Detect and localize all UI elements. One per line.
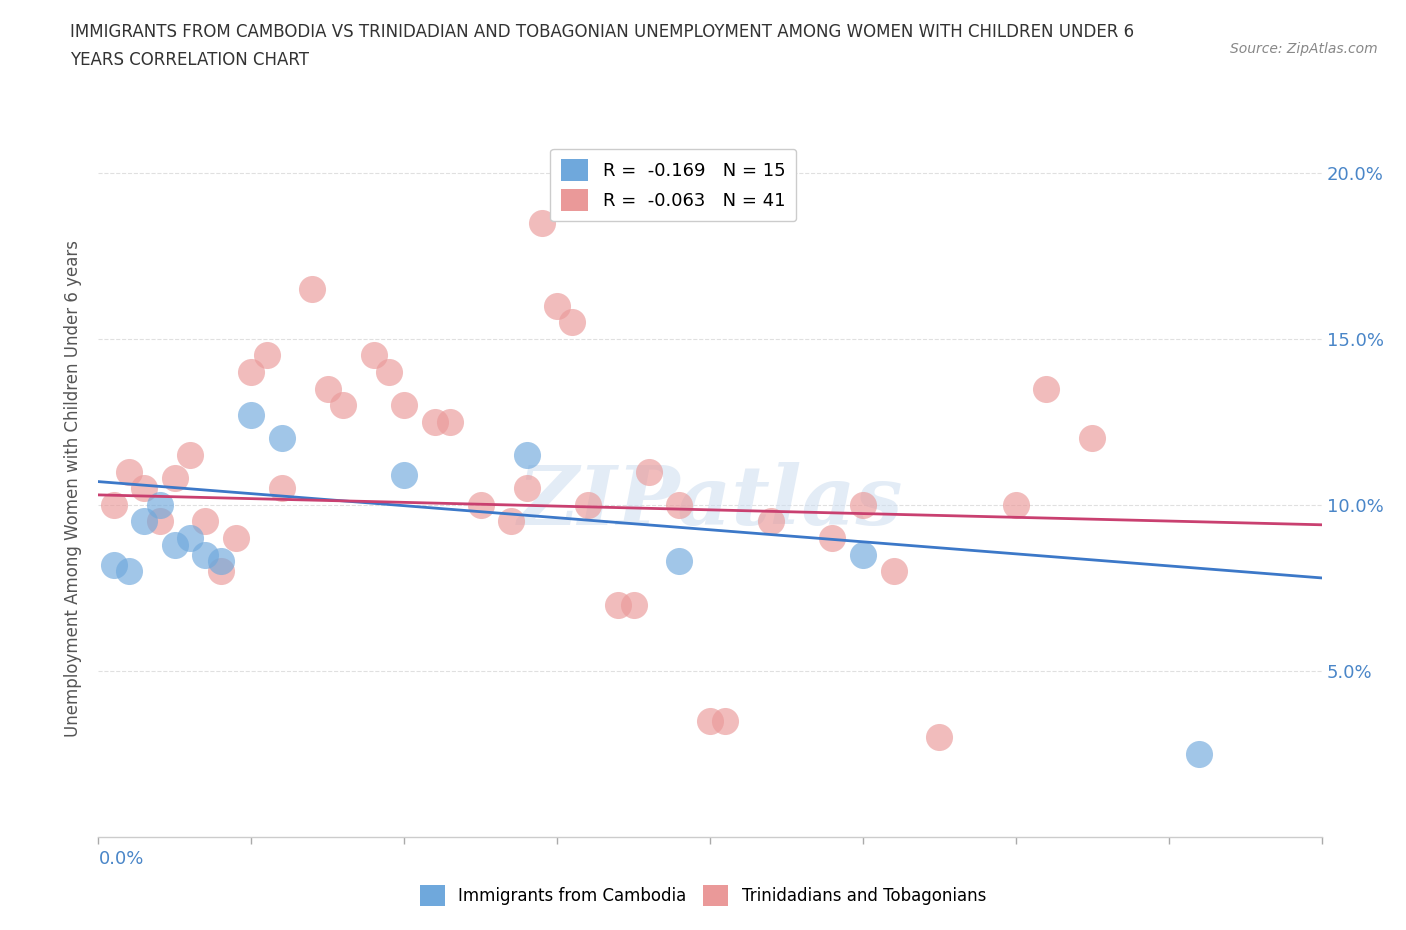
Point (270, 481, 294, 496)
Point (134, 514, 156, 529)
Point (852, 498, 875, 512)
Point (179, 447, 201, 462)
Point (209, 554, 232, 569)
Point (1188, 747, 1211, 762)
Point (1035, 381, 1057, 396)
Legend: Immigrants from Cambodia, Trinidadians and Tobagonians: Immigrants from Cambodia, Trinidadians a… (413, 879, 993, 912)
Point (163, 471, 186, 485)
Point (118, 564, 141, 578)
Point (363, 348, 385, 363)
Point (392, 468, 416, 483)
Text: IMMIGRANTS FROM CAMBODIA VS TRINIDADIAN AND TOBAGONIAN UNEMPLOYMENT AMONG WOMEN : IMMIGRANTS FROM CAMBODIA VS TRINIDADIAN … (70, 23, 1135, 41)
Point (668, 554, 690, 569)
Point (392, 398, 416, 413)
Point (928, 730, 950, 745)
Point (1004, 498, 1026, 512)
Point (668, 498, 690, 512)
Point (623, 597, 645, 612)
Point (240, 365, 263, 379)
Point (516, 481, 538, 496)
Point (103, 498, 125, 512)
Point (607, 597, 630, 612)
Point (546, 299, 568, 313)
Y-axis label: Unemployment Among Women with Children Under 6 years: Unemployment Among Women with Children U… (65, 240, 83, 737)
Point (163, 538, 186, 552)
Point (134, 481, 156, 496)
Point (225, 531, 247, 546)
Point (714, 713, 737, 728)
Point (821, 531, 844, 546)
Point (1081, 431, 1104, 445)
Point (149, 514, 172, 529)
Point (439, 415, 461, 430)
Point (501, 514, 523, 529)
Point (852, 547, 875, 562)
Point (883, 564, 905, 578)
Point (516, 447, 538, 462)
Point (194, 514, 217, 529)
Point (256, 348, 278, 363)
Point (270, 431, 294, 445)
Point (240, 407, 263, 422)
Text: Source: ZipAtlas.com: Source: ZipAtlas.com (1230, 42, 1378, 56)
Text: YEARS CORRELATION CHART: YEARS CORRELATION CHART (70, 51, 309, 69)
Point (759, 514, 782, 529)
Point (470, 498, 492, 512)
Point (118, 464, 141, 479)
Point (103, 557, 125, 572)
Point (179, 531, 201, 546)
Point (561, 314, 583, 329)
Point (301, 282, 323, 297)
Point (699, 713, 721, 728)
Legend: R =  -0.169   N = 15, R =  -0.063   N = 41: R = -0.169 N = 15, R = -0.063 N = 41 (550, 149, 796, 221)
Text: 0.0%: 0.0% (98, 850, 143, 868)
Point (637, 464, 661, 479)
Point (530, 215, 553, 230)
Point (423, 415, 446, 430)
Point (378, 365, 401, 379)
Point (149, 498, 172, 512)
Point (316, 381, 339, 396)
Point (332, 398, 354, 413)
Point (194, 547, 217, 562)
Point (576, 498, 599, 512)
Text: ZIPatlas: ZIPatlas (517, 462, 903, 542)
Point (209, 564, 232, 578)
